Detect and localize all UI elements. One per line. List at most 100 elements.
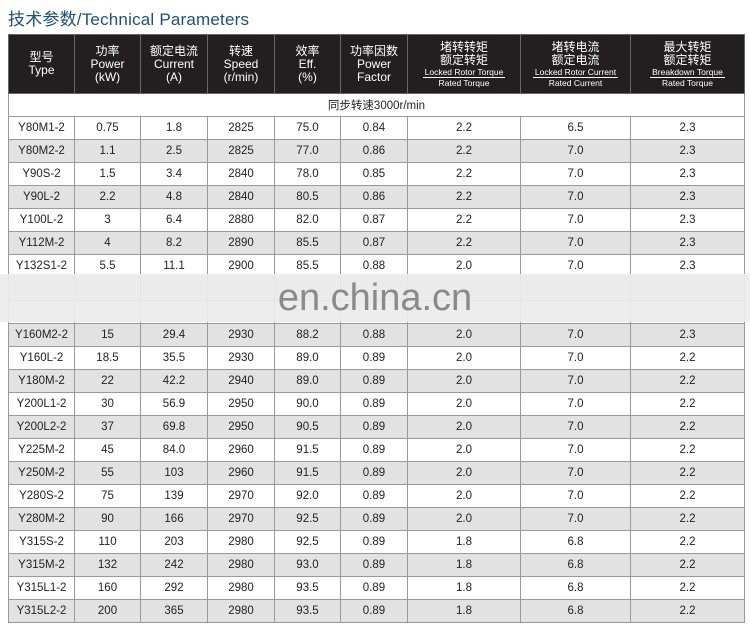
table-cell: 6.4	[140, 208, 208, 232]
table-cell: 2.0	[407, 484, 521, 508]
header-en: Power	[356, 56, 391, 71]
table-cell: Y315M-2	[8, 553, 75, 577]
table-cell: Y280M-2	[8, 507, 75, 531]
table-cell: 139	[140, 484, 208, 508]
table-cell: 56.9	[140, 392, 208, 416]
sync-speed-row: 同步转速3000r/min	[8, 93, 745, 117]
table-cell: 2960	[207, 438, 275, 462]
table-cell: 3.4	[140, 162, 208, 186]
watermark: en.china.cn	[0, 274, 750, 322]
table-cell: Y160M2-2	[8, 323, 75, 347]
table-row: Y315L1-2 160 292 2980 93.5 0.89 1.8 6.8 2.2	[8, 576, 745, 600]
table-cell: 35.5	[140, 346, 208, 370]
header-cn: 堵转转矩	[439, 39, 488, 54]
table-row: Y315S-2 110 203 2980 92.5 0.89 1.8 6.8 2.2	[8, 530, 745, 554]
table-cell: 88.2	[274, 323, 341, 347]
table-cell: 7.0	[520, 507, 631, 531]
table-cell: 0.86	[340, 139, 408, 163]
table-cell: 132	[74, 553, 141, 577]
table-cell: 1.8	[407, 599, 521, 623]
table-cell: 2825	[207, 139, 275, 163]
table-cell: 2.2	[407, 139, 521, 163]
table-cell: 2980	[207, 576, 275, 600]
table-cell: 37	[74, 415, 141, 439]
table-cell: 15	[74, 323, 141, 347]
table-cell: 2840	[207, 162, 275, 186]
table-cell: 0.85	[340, 162, 408, 186]
table-cell: 2.3	[630, 162, 745, 186]
table-cell: 6.8	[520, 553, 631, 577]
table-cell: 0.75	[74, 116, 141, 140]
table-cell: Y315L1-2	[8, 576, 75, 600]
table-cell: 2950	[207, 415, 275, 439]
table-cell: 2.2	[630, 553, 745, 577]
table-row: Y100L-2 3 6.4 2880 82.0 0.87 2.2 7.0 2.3	[8, 208, 745, 232]
table-cell: Y80M1-2	[8, 116, 75, 140]
table-cell: 89.0	[274, 369, 341, 393]
table-cell: 1.8	[407, 576, 521, 600]
table-cell: 2890	[207, 231, 275, 255]
table-cell: Y112M-2	[8, 231, 75, 255]
table-cell: 2.0	[407, 438, 521, 462]
table-cell: 2.3	[630, 323, 745, 347]
table-cell: 2840	[207, 185, 275, 209]
table-cell: 2940	[207, 369, 275, 393]
table-cell: 2.0	[407, 415, 521, 439]
header-en: Current	[153, 56, 194, 71]
table-row: Y180M-2 22 42.2 2940 89.0 0.89 2.0 7.0 2.2	[8, 369, 745, 393]
table-cell: 2970	[207, 507, 275, 531]
table-cell: 2.2	[630, 346, 745, 370]
table-cell: 7.0	[520, 139, 631, 163]
table-row: Y90L-2 2.2 4.8 2840 80.5 0.86 2.2 7.0 2.3	[8, 185, 745, 209]
table-cell: Y100L-2	[8, 208, 75, 232]
table-cell: Y315L2-2	[8, 599, 75, 623]
table-cell: 1.1	[74, 139, 141, 163]
table-cell: 93.0	[274, 553, 341, 577]
header-en: Eff.	[298, 56, 317, 71]
table-row: Y90S-2 1.5 3.4 2840 78.0 0.85 2.2 7.0 2.3	[8, 162, 745, 186]
column-header: 堵转转矩 额定转矩 Locked Rotor Torque Rated Torque	[407, 34, 521, 94]
table-cell: 2.3	[630, 208, 745, 232]
table-cell: 2.2	[630, 369, 745, 393]
table-cell: 92.5	[274, 530, 341, 554]
table-cell: 0.89	[340, 530, 408, 554]
sync-speed-label: 同步转速3000r/min	[8, 93, 745, 117]
table-row: Y280S-2 75 139 2970 92.0 0.89 2.0 7.0 2.2	[8, 484, 745, 508]
table-cell: 0.89	[340, 438, 408, 462]
table-row: Y225M-2 45 84.0 2960 91.5 0.89 2.0 7.0 2.2	[8, 438, 745, 462]
table-cell: 2.2	[407, 162, 521, 186]
table-cell: 2880	[207, 208, 275, 232]
table-cell: 91.5	[274, 461, 341, 485]
table-cell: 77.0	[274, 139, 341, 163]
table-cell: 7.0	[520, 438, 631, 462]
table-cell: 0.86	[340, 185, 408, 209]
header-numerator: Breakdown Torque	[650, 66, 725, 78]
table-cell: 2.5	[140, 139, 208, 163]
table-cell: Y90L-2	[8, 185, 75, 209]
table-row: Y200L2-2 37 69.8 2950 90.5 0.89 2.0 7.0 2.2	[8, 415, 745, 439]
header-cn: 效率	[295, 43, 320, 58]
table-cell: 29.4	[140, 323, 208, 347]
table-cell: 7.0	[520, 484, 631, 508]
table-cell: 2.2	[407, 116, 521, 140]
table-cell: 242	[140, 553, 208, 577]
table-cell: 2.0	[407, 369, 521, 393]
table-cell: 0.89	[340, 415, 408, 439]
table-cell: 2.0	[407, 461, 521, 485]
table-cell: 2.2	[630, 530, 745, 554]
table-cell: 2930	[207, 323, 275, 347]
table-cell: 2960	[207, 461, 275, 485]
table-cell: 89.0	[274, 346, 341, 370]
table-cell: 2930	[207, 346, 275, 370]
table-cell: 92.5	[274, 507, 341, 531]
header-cn2: 额定转矩	[663, 52, 712, 67]
table-row: Y280M-2 90 166 2970 92.5 0.89 2.0 7.0 2.2	[8, 507, 745, 531]
header-unit: Factor	[356, 69, 391, 84]
table-cell: 93.5	[274, 576, 341, 600]
table-cell: 292	[140, 576, 208, 600]
table-cell: 6.8	[520, 599, 631, 623]
column-header: 功率 Power (kW)	[74, 34, 141, 94]
table-cell: 85.5	[274, 231, 341, 255]
table-row: Y160M2-2 15 29.4 2930 88.2 0.88 2.0 7.0 2.3	[8, 323, 745, 347]
table-cell: 69.8	[140, 415, 208, 439]
